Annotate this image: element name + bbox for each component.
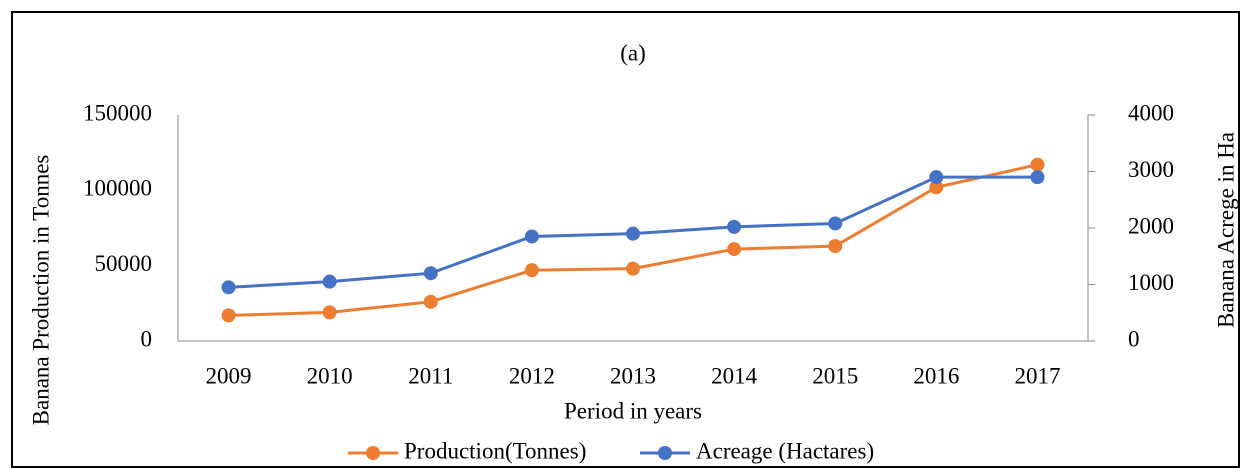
legend-label: Acreage (Hactares) xyxy=(696,438,874,463)
data-point xyxy=(524,263,539,278)
y2-tick-label: 0 xyxy=(1128,326,1140,351)
y2-axis-title: Banana Acrege in Ha xyxy=(1213,132,1238,328)
x-tick-label: 2012 xyxy=(509,363,555,388)
data-point xyxy=(221,308,236,323)
x-axis-title: Period in years xyxy=(564,398,702,423)
legend-marker xyxy=(658,446,672,460)
x-tick-label: 2014 xyxy=(711,363,758,388)
x-tick-label: 2015 xyxy=(812,363,858,388)
data-point xyxy=(828,216,843,231)
legend-marker xyxy=(366,446,380,460)
data-point xyxy=(423,266,438,281)
y2-tick-label: 1000 xyxy=(1128,270,1174,295)
data-point xyxy=(626,226,640,241)
y2-tick-label: 4000 xyxy=(1128,100,1174,125)
data-point xyxy=(727,219,742,234)
x-tick-label: 2016 xyxy=(913,363,959,388)
y-axis-title: Banana Production in Tonnes xyxy=(28,155,53,426)
x-tick-label: 2011 xyxy=(408,363,453,388)
data-point xyxy=(322,305,337,320)
data-point xyxy=(626,261,640,276)
data-point xyxy=(727,242,742,257)
data-point xyxy=(1030,157,1045,172)
x-tick-label: 2009 xyxy=(206,363,252,388)
data-point xyxy=(221,280,236,295)
x-tick-label: 2010 xyxy=(307,363,353,388)
y-tick-label: 150000 xyxy=(83,100,152,125)
y2-tick-label: 2000 xyxy=(1128,213,1174,238)
y-tick-label: 0 xyxy=(141,326,153,351)
data-point xyxy=(929,170,944,185)
x-tick-label: 2013 xyxy=(610,363,656,388)
x-tick-label: 2017 xyxy=(1014,363,1060,388)
data-point xyxy=(828,239,843,254)
y2-tick-label: 3000 xyxy=(1128,157,1174,182)
y-tick-label: 100000 xyxy=(83,176,152,201)
chart-title: (a) xyxy=(620,40,646,65)
data-point xyxy=(1030,170,1045,185)
data-point xyxy=(423,294,438,309)
y-tick-label: 50000 xyxy=(95,251,153,276)
data-point xyxy=(322,274,337,289)
legend-label: Production(Tonnes) xyxy=(404,438,586,463)
frame xyxy=(11,11,1240,468)
data-point xyxy=(929,180,944,195)
data-point xyxy=(524,229,539,244)
